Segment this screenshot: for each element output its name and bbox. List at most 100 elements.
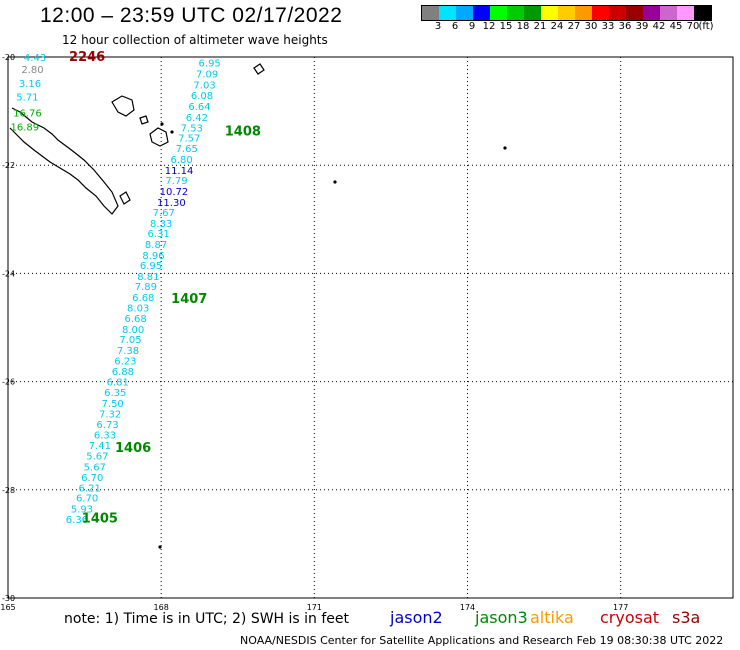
- wave-height-label: 6.35: [104, 388, 126, 399]
- latitude-label: -30: [2, 594, 15, 603]
- scale-label: 42: [652, 21, 666, 32]
- scale-swatch: [524, 6, 541, 20]
- page-subtitle: 12 hour collection of altimeter wave hei…: [62, 33, 328, 47]
- wave-height-label: 2.80: [21, 65, 43, 76]
- wave-height-label: 5.67: [84, 462, 106, 473]
- scale-swatch: [422, 6, 439, 20]
- wave-height-label: 8.00: [122, 325, 144, 336]
- islet-dot: [158, 545, 162, 549]
- scale-label: 6: [451, 21, 459, 32]
- wave-height-label: 11.14: [165, 166, 194, 177]
- wave-height-label: 6.31: [147, 229, 169, 240]
- pass-time-label: 1407: [171, 292, 207, 307]
- scale-label: 24: [550, 21, 564, 32]
- scale-swatch: [456, 6, 473, 20]
- island-shape: [9, 107, 119, 215]
- wave-height-label: 8.03: [127, 303, 149, 314]
- islet-dot: [160, 122, 164, 126]
- scale-label: 39: [635, 21, 649, 32]
- observation-labels: 4.432.803.165.7116.7616.896.957.097.036.…: [11, 53, 221, 526]
- pass-labels: 2246 1408 1407 1406 1405: [69, 50, 261, 526]
- wave-height-label: 5.67: [86, 452, 108, 463]
- map-grid: [8, 57, 733, 598]
- scale-swatch: [541, 6, 558, 20]
- wave-height-label: 6.88: [112, 367, 134, 378]
- wave-height-label: 7.53: [181, 124, 203, 135]
- wave-height-label: 6.80: [170, 155, 192, 166]
- wave-height-label: 8.81: [137, 272, 159, 283]
- wave-height-label: 8.96: [142, 251, 164, 262]
- scale-swatch: [660, 6, 677, 20]
- islet-dot: [333, 180, 337, 184]
- color-scale: 3 6 9 12 15 18 21 24 27 30 33 36 39 42 45 70 (ft): [421, 5, 714, 32]
- scale-swatch: [609, 6, 626, 20]
- scale-label: 12: [482, 21, 496, 32]
- scale-label: 3: [434, 21, 442, 32]
- island-shape: [111, 95, 135, 117]
- wave-height-label: 6.23: [114, 356, 136, 367]
- wave-height-label: 5.71: [16, 92, 38, 103]
- scale-swatch: [439, 6, 456, 20]
- wave-height-label: 6.81: [107, 377, 129, 388]
- latitude-label: -20: [2, 53, 15, 62]
- island-shape: [119, 191, 131, 205]
- wave-height-label: 6.33: [94, 430, 116, 441]
- wave-height-label: 7.65: [176, 144, 198, 155]
- wave-height-label: 10.72: [160, 187, 189, 198]
- wave-height-label: 7.67: [153, 208, 175, 219]
- island-shape: [139, 115, 149, 125]
- scale-swatch: [626, 6, 643, 20]
- latitude-label: -24: [2, 269, 15, 278]
- scale-label: 27: [567, 21, 581, 32]
- scale-swatch: [592, 6, 609, 20]
- wave-height-label: 6.42: [186, 113, 208, 124]
- page-title: 12:00 – 23:59 UTC 02/17/2022: [40, 4, 343, 27]
- wave-height-label: 7.79: [165, 176, 187, 187]
- pass-time-label: 1408: [225, 124, 261, 139]
- scale-swatch: [643, 6, 660, 20]
- legend-cryosat: cryosat: [600, 608, 660, 627]
- pass-time-label: 1406: [115, 441, 151, 456]
- wave-height-label: 7.03: [193, 80, 215, 91]
- wave-height-label: 5.93: [71, 505, 93, 516]
- wave-height-label: 6.95: [199, 59, 221, 70]
- wave-height-label: 7.09: [196, 70, 218, 81]
- wave-height-label: 6.68: [132, 293, 154, 304]
- scale-label: 15: [499, 21, 513, 32]
- scale-label: (ft): [698, 21, 714, 32]
- longitude-label: 174: [460, 603, 475, 612]
- scale-swatch: [490, 6, 507, 20]
- wave-height-label: 6.21: [79, 483, 101, 494]
- wave-height-label: 6.36: [66, 515, 88, 526]
- longitude-label: 165: [0, 603, 15, 612]
- wave-height-label: 7.32: [99, 409, 121, 420]
- wave-height-label: 6.08: [191, 91, 213, 102]
- wave-height-label: 8.33: [150, 219, 172, 230]
- wave-height-label: 6.70: [76, 494, 98, 505]
- map-frame: [7, 56, 734, 599]
- wave-height-label: 16.76: [13, 109, 42, 120]
- scale-label: 21: [533, 21, 547, 32]
- legend-jason3: jason3: [475, 608, 528, 627]
- wave-height-label: 6.68: [125, 314, 147, 325]
- scale-label: 18: [516, 21, 530, 32]
- wave-height-label: 7.41: [89, 441, 111, 452]
- longitude-label: 177: [613, 603, 628, 612]
- scale-swatch: [473, 6, 490, 20]
- color-scale-labels: 3 6 9 12 15 18 21 24 27 30 33 36 39 42 45 70 (ft): [421, 21, 740, 35]
- islet-dot: [170, 130, 174, 134]
- legend-altika: altika: [530, 608, 574, 627]
- wave-height-label: 7.89: [135, 282, 157, 293]
- wave-height-label: 7.38: [117, 346, 139, 357]
- legend-s3a: s3a: [672, 608, 701, 627]
- scale-label: 70: [686, 21, 700, 32]
- scale-label: 9: [468, 21, 476, 32]
- pass-time-label: 2246: [69, 50, 105, 65]
- island-shape: [149, 127, 169, 147]
- scale-swatch: [575, 6, 592, 20]
- wave-height-label: 6.73: [96, 420, 118, 431]
- wave-height-label: 7.50: [102, 399, 124, 410]
- latitude-label: -22: [2, 161, 15, 170]
